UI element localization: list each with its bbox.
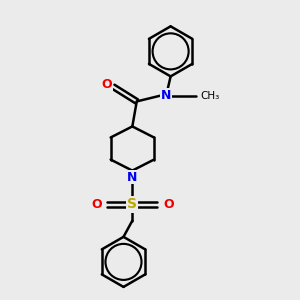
Text: O: O (101, 78, 112, 91)
Text: N: N (127, 171, 137, 184)
Text: CH₃: CH₃ (200, 91, 219, 100)
Text: O: O (163, 198, 174, 211)
Text: S: S (127, 197, 137, 212)
Text: O: O (91, 198, 102, 211)
Text: N: N (161, 89, 171, 102)
